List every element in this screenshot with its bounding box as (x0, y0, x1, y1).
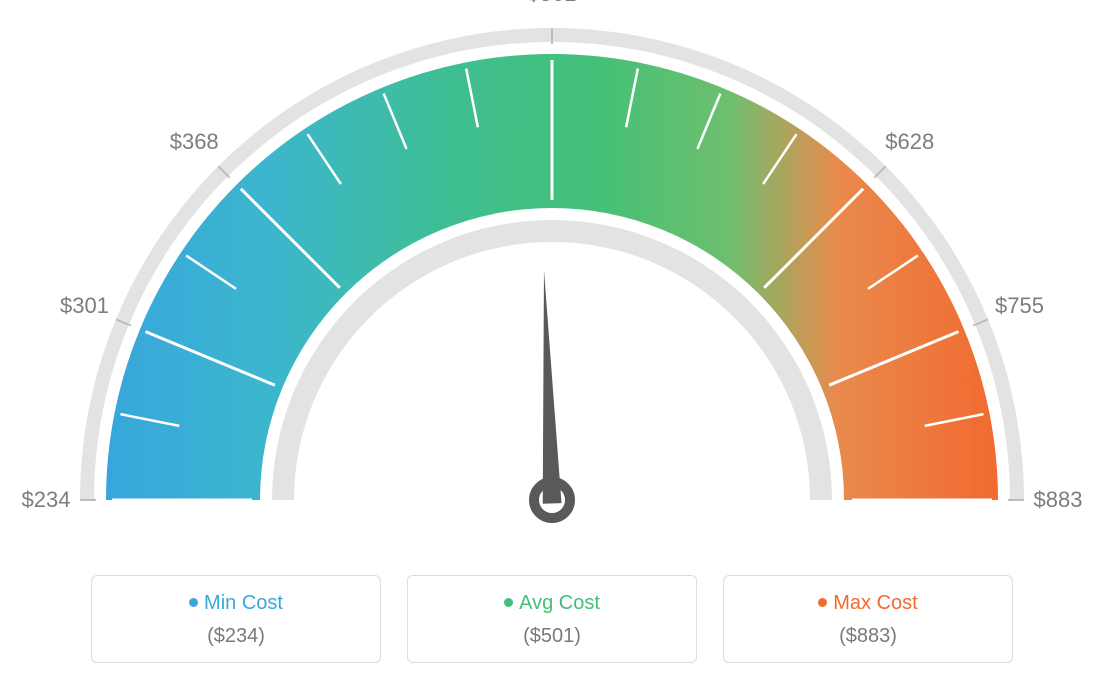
legend-value-max: ($883) (734, 625, 1002, 648)
legend-value-avg: ($501) (418, 625, 686, 648)
gauge-tick-label: $501 (528, 0, 577, 7)
legend-card-max: Max Cost ($883) (723, 575, 1013, 663)
gauge-tick-label: $301 (60, 293, 109, 319)
dot-icon (504, 598, 513, 607)
gauge-tick-label: $883 (1034, 487, 1083, 513)
legend-title-min: Min Cost (102, 592, 370, 615)
cost-gauge-infographic: $234 $301 $368 $501 $628 $755 $883 Min Cost ($… (0, 0, 1104, 690)
legend-card-min: Min Cost ($234) (91, 575, 381, 663)
gauge-svg (0, 0, 1104, 560)
legend-row: Min Cost ($234) Avg Cost ($501) Max Cost… (0, 575, 1104, 663)
gauge-tick-label: $628 (885, 129, 934, 155)
dot-icon (189, 598, 198, 607)
legend-title-text: Max Cost (833, 592, 917, 614)
gauge-tick-label: $755 (995, 293, 1044, 319)
legend-title-text: Min Cost (204, 592, 283, 614)
gauge-tick-label: $234 (22, 487, 71, 513)
legend-value-min: ($234) (102, 625, 370, 648)
gauge-area (0, 0, 1104, 560)
legend-title-max: Max Cost (734, 592, 1002, 615)
legend-title-avg: Avg Cost (418, 592, 686, 615)
dot-icon (818, 598, 827, 607)
legend-card-avg: Avg Cost ($501) (407, 575, 697, 663)
gauge-tick-label: $368 (170, 129, 219, 155)
legend-title-text: Avg Cost (519, 592, 600, 614)
